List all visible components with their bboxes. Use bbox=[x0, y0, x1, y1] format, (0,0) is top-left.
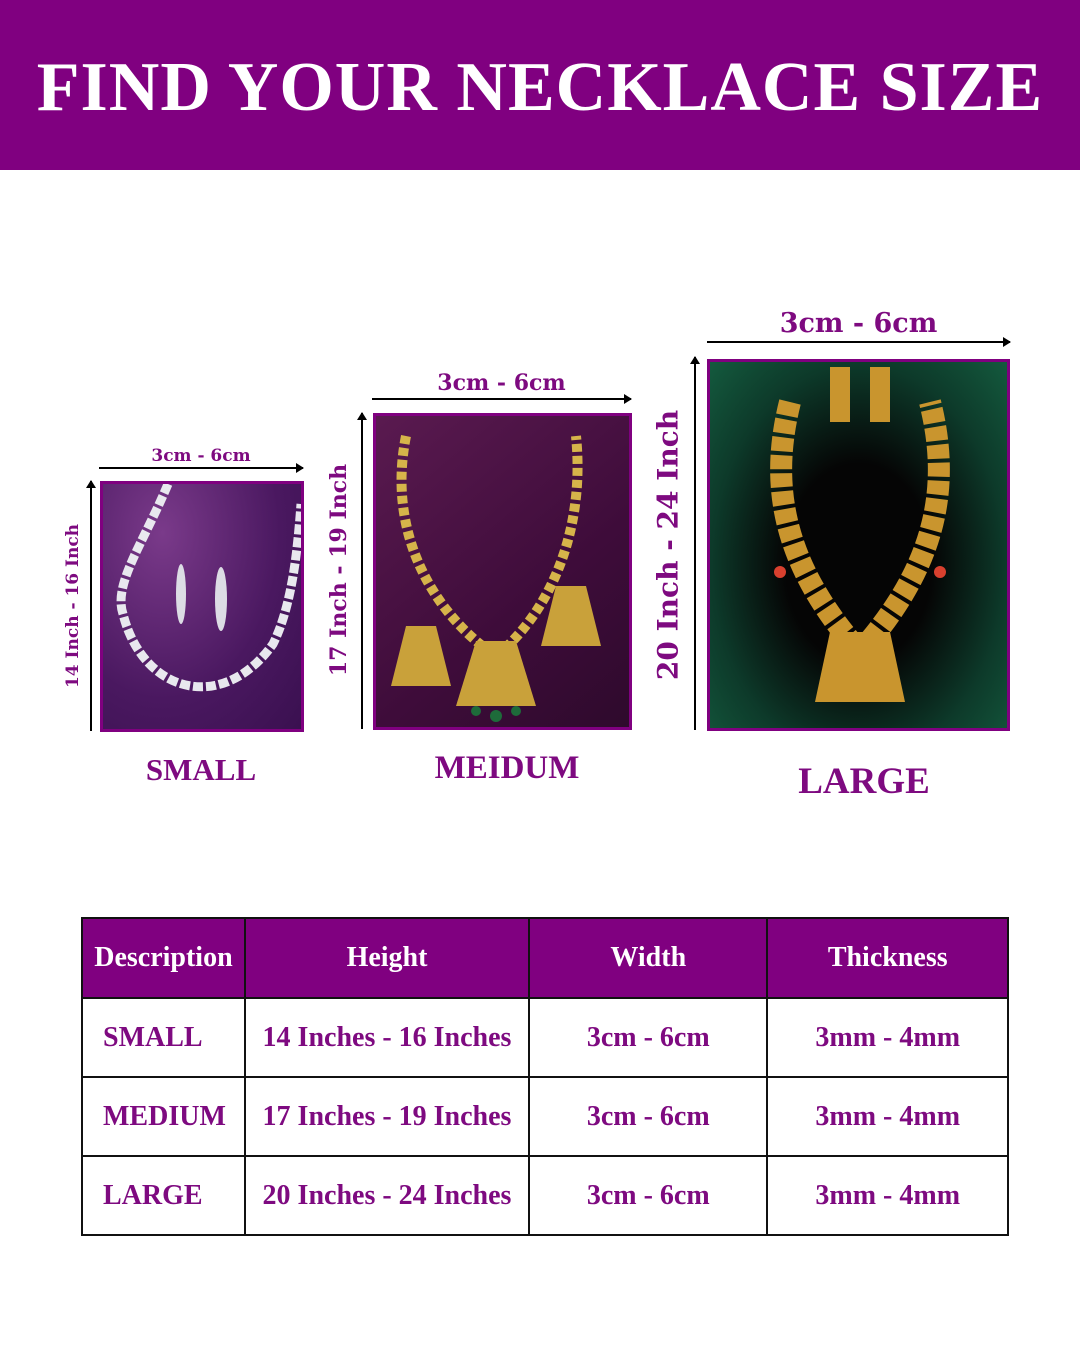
medium-height-arrow bbox=[357, 412, 367, 729]
medium-necklace-image bbox=[373, 413, 632, 730]
cell-description: SMALL bbox=[81, 997, 246, 1078]
header-description: Description bbox=[81, 917, 246, 999]
small-height-label: 14 Inch - 16 Inch bbox=[63, 523, 83, 689]
cell-height: 20 Inches - 24 Inches bbox=[243, 1155, 531, 1236]
table-row: MEDIUM 17 Inches - 19 Inches 3cm - 6cm 3… bbox=[81, 1076, 1009, 1157]
cell-description: MEDIUM bbox=[81, 1076, 246, 1157]
cell-height: 14 Inches - 16 Inches bbox=[243, 997, 531, 1078]
header-height: Height bbox=[243, 917, 531, 999]
medium-width-arrow bbox=[372, 394, 632, 404]
cell-thickness: 3mm - 4mm bbox=[766, 1076, 1009, 1157]
small-width-arrow bbox=[99, 463, 304, 473]
cell-description: LARGE bbox=[81, 1155, 246, 1236]
cell-height: 17 Inches - 19 Inches bbox=[243, 1076, 531, 1157]
cell-thickness: 3mm - 4mm bbox=[766, 1155, 1009, 1236]
large-width-label: 3cm - 6cm bbox=[779, 308, 938, 339]
large-height-label: 20 Inch - 24 Inch bbox=[651, 409, 685, 681]
table-row: LARGE 20 Inches - 24 Inches 3cm - 6cm 3m… bbox=[81, 1155, 1009, 1236]
small-necklace-image bbox=[100, 481, 304, 732]
table-header-row: Description Height Width Thickness bbox=[81, 917, 1009, 999]
header-banner: FIND YOUR NECKLACE SIZE bbox=[0, 0, 1080, 170]
medium-height-label: 17 Inch - 19 Inch bbox=[326, 463, 352, 677]
table-row: SMALL 14 Inches - 16 Inches 3cm - 6cm 3m… bbox=[81, 997, 1009, 1078]
header-thickness: Thickness bbox=[766, 917, 1009, 999]
cell-width: 3cm - 6cm bbox=[528, 1155, 769, 1236]
cell-width: 3cm - 6cm bbox=[528, 997, 769, 1078]
large-necklace-image bbox=[707, 359, 1010, 731]
medium-width-label: 3cm - 6cm bbox=[437, 370, 566, 396]
large-width-arrow bbox=[707, 337, 1011, 347]
size-table: Description Height Width Thickness SMALL… bbox=[81, 917, 1009, 1236]
header-width: Width bbox=[528, 917, 769, 999]
small-size-label: SMALL bbox=[145, 752, 257, 787]
large-height-arrow bbox=[690, 356, 700, 730]
cell-width: 3cm - 6cm bbox=[528, 1076, 769, 1157]
large-size-label: LARGE bbox=[798, 761, 930, 802]
page-title: FIND YOUR NECKLACE SIZE bbox=[36, 49, 1044, 126]
medium-size-label: MEIDUM bbox=[434, 750, 580, 786]
small-width-label: 3cm - 6cm bbox=[151, 446, 251, 466]
cell-thickness: 3mm - 4mm bbox=[766, 997, 1009, 1078]
small-height-arrow bbox=[86, 480, 96, 731]
